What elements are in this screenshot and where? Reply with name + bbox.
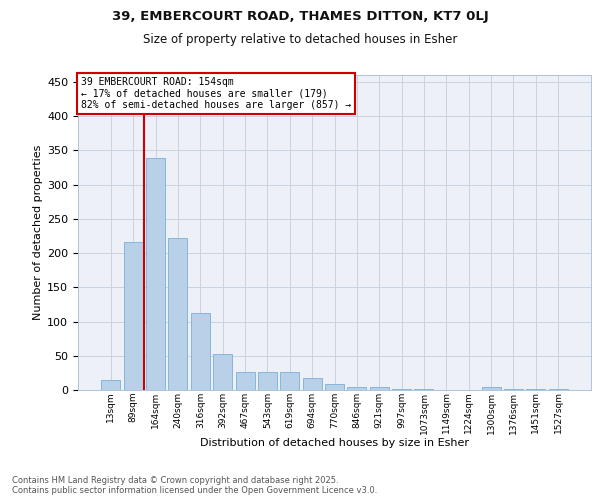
Text: 39 EMBERCOURT ROAD: 154sqm
← 17% of detached houses are smaller (179)
82% of sem: 39 EMBERCOURT ROAD: 154sqm ← 17% of deta… bbox=[80, 76, 351, 110]
Bar bbox=[325, 384, 344, 390]
Bar bbox=[280, 372, 299, 390]
Bar bbox=[169, 238, 187, 390]
Text: 39, EMBERCOURT ROAD, THAMES DITTON, KT7 0LJ: 39, EMBERCOURT ROAD, THAMES DITTON, KT7 … bbox=[112, 10, 488, 23]
Bar bbox=[302, 378, 322, 390]
Text: Contains HM Land Registry data © Crown copyright and database right 2025.
Contai: Contains HM Land Registry data © Crown c… bbox=[12, 476, 377, 495]
Text: Size of property relative to detached houses in Esher: Size of property relative to detached ho… bbox=[143, 32, 457, 46]
Bar bbox=[370, 388, 389, 390]
Bar bbox=[213, 354, 232, 390]
Bar bbox=[191, 314, 210, 390]
Bar bbox=[258, 372, 277, 390]
Bar bbox=[101, 380, 121, 390]
Bar bbox=[347, 386, 367, 390]
Bar bbox=[548, 388, 568, 390]
Y-axis label: Number of detached properties: Number of detached properties bbox=[33, 145, 43, 320]
Bar bbox=[124, 242, 143, 390]
Bar bbox=[146, 158, 165, 390]
Bar bbox=[236, 372, 254, 390]
Bar bbox=[482, 388, 500, 390]
X-axis label: Distribution of detached houses by size in Esher: Distribution of detached houses by size … bbox=[200, 438, 469, 448]
Bar bbox=[504, 388, 523, 390]
